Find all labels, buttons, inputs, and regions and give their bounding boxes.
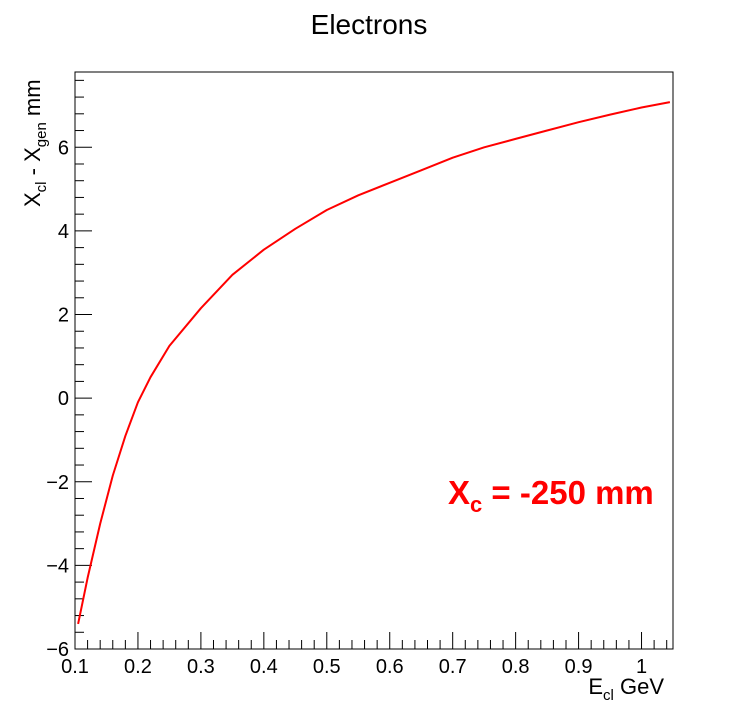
plot-area	[74, 71, 674, 650]
y-tick-label: −4	[46, 555, 69, 577]
y-tick-label: 0	[58, 388, 69, 410]
x-tick-label: 0.7	[439, 656, 467, 678]
annotation-text: Xc = -250 mm	[448, 474, 654, 517]
y-axis-label: Xcl - Xgen mm	[20, 79, 50, 207]
y-tick-label: −2	[46, 472, 69, 494]
y-tick-label: −6	[46, 639, 69, 661]
x-tick-label: 0.3	[187, 656, 215, 678]
x-axis: 0.1 0.2 0.3 0.4 0.5 0.6 0.7 0.8 0.9 1	[61, 632, 668, 678]
x-tick-label: 0.1	[61, 656, 89, 678]
x-tick-label: 0.4	[250, 656, 278, 678]
x-tick-label: 0.2	[124, 656, 152, 678]
x-axis-label: Ecl GeV	[588, 674, 664, 704]
x-tick-label: 1	[636, 656, 647, 678]
series-line	[77, 101, 671, 625]
y-axis: −6 −4 −2 0 2 4 6	[46, 79, 92, 661]
x-tick-label: 0.8	[502, 656, 530, 678]
y-tick-label: 6	[58, 137, 69, 159]
x-tick-label: 0.5	[313, 656, 341, 678]
x-tick-label: 0.9	[565, 656, 593, 678]
y-tick-label: 4	[58, 221, 69, 243]
chart-title: Electrons	[311, 9, 428, 40]
y-tick-label: 2	[58, 305, 69, 327]
plot-frame	[74, 71, 674, 650]
x-tick-label: 0.6	[376, 656, 404, 678]
series-layer	[77, 101, 671, 625]
